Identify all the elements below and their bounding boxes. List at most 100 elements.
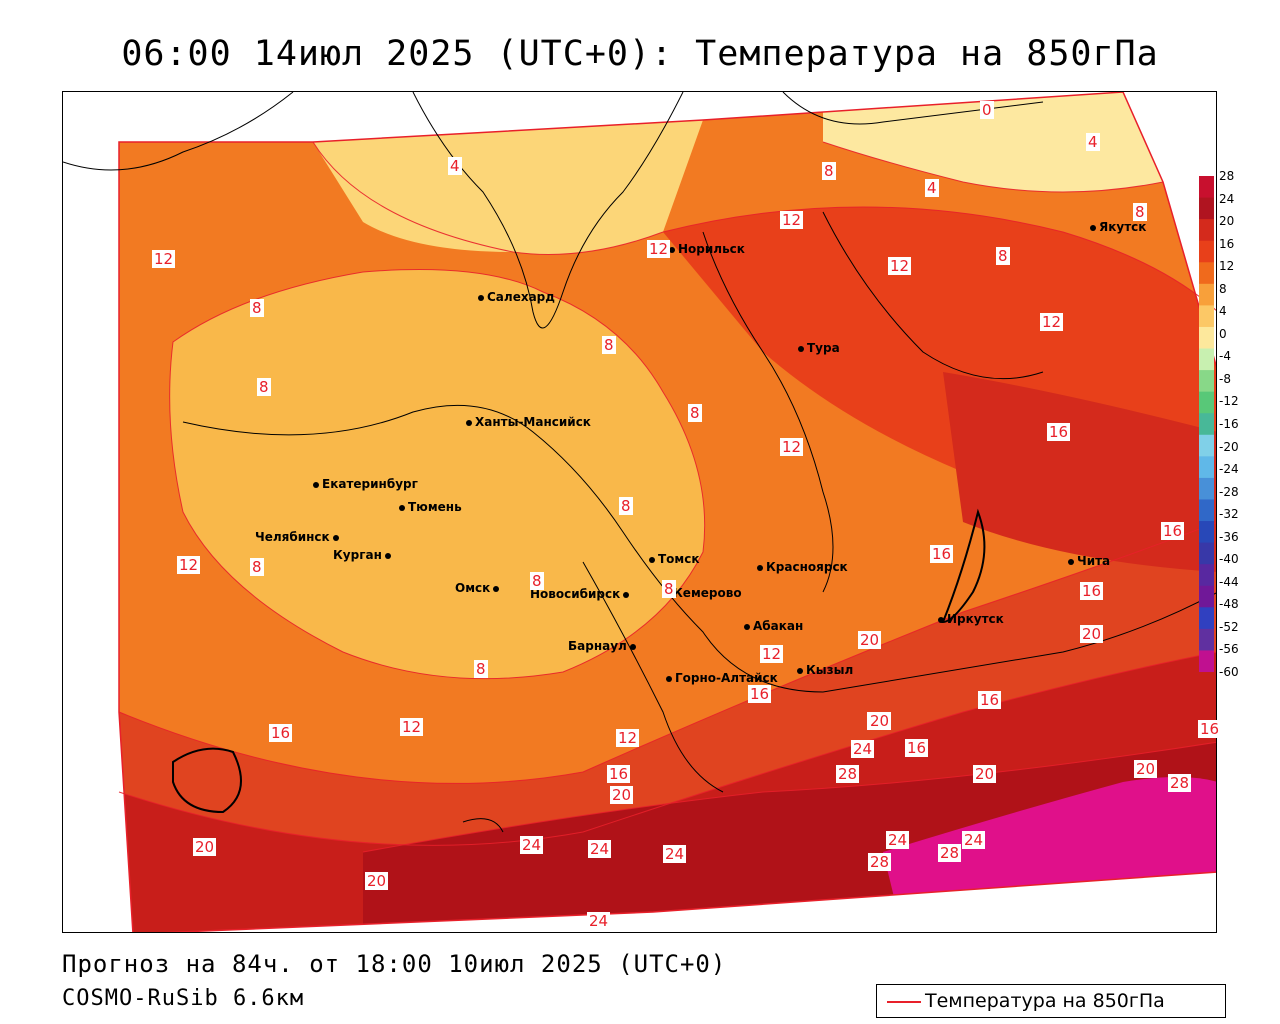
city-norilsk: Норильск	[669, 242, 745, 256]
colorbar-swatch	[1199, 499, 1214, 522]
colorbar-tick-label: 4	[1219, 304, 1227, 319]
contour-label: 20	[365, 872, 389, 890]
temperature-map	[63, 92, 1216, 932]
colorbar-swatch	[1199, 326, 1214, 350]
contour-label: 20	[1080, 625, 1104, 643]
city-dot-icon	[478, 294, 484, 301]
colorbar-tick-label: 28	[1219, 169, 1235, 183]
colorbar-tick-label: -24	[1219, 462, 1239, 477]
colorbar-swatch	[1199, 521, 1214, 544]
contour-label: 24	[962, 831, 986, 849]
contour-label: 4	[1086, 133, 1100, 151]
colorbar-tick-label: -56	[1219, 642, 1239, 657]
colorbar-swatch	[1199, 456, 1214, 479]
city-yakutsk: Якутск	[1090, 220, 1146, 234]
city-chelyabinsk: Челябинск	[255, 530, 342, 544]
colorbar-tick-label: -4	[1219, 349, 1231, 364]
contour-label: 8	[602, 336, 616, 354]
city-krasnoyarsk: Красноярск	[757, 560, 848, 574]
contour-label: 16	[748, 685, 772, 703]
contour-label: 24	[588, 840, 612, 858]
contour-lines	[118, 141, 1216, 853]
contour-label: 24	[520, 836, 544, 854]
colorbar-swatch	[1199, 240, 1214, 263]
contour-label: 8	[530, 572, 544, 590]
colorbar-swatch	[1199, 564, 1214, 587]
contour-label: 24	[886, 831, 910, 849]
colorbar-tick-label: 8	[1219, 281, 1227, 296]
colorbar-tick-label: -52	[1219, 619, 1239, 634]
city-dot-icon	[938, 616, 944, 623]
forecast-info: Прогноз на 84ч. от 18:00 10июл 2025 (UTC…	[62, 950, 727, 978]
city-abakan: Абакан	[744, 619, 803, 633]
city-dot-icon	[666, 675, 672, 682]
contour-label: 28	[868, 853, 892, 871]
city-kurgan: Курган	[333, 548, 394, 562]
colorbar-tick-label: -8	[1219, 371, 1231, 386]
contour-label: 16	[1080, 582, 1104, 600]
colorbar-tick-label: -28	[1219, 484, 1239, 499]
colorbar-tick-label: -44	[1219, 574, 1239, 589]
map-title: 06:00 14июл 2025 (UTC+0): Температура на…	[121, 34, 1159, 74]
contour-label: 12	[177, 556, 201, 574]
contour-label: 8	[257, 378, 271, 396]
colorbar-swatch	[1199, 176, 1214, 199]
colorbar-tick-label: -16	[1219, 417, 1239, 431]
city-kemerovo: Кемерово	[664, 586, 742, 600]
contour-label: 16	[1161, 522, 1185, 540]
contour-label: 24	[663, 845, 687, 863]
colorbar-swatch	[1199, 305, 1214, 328]
contour-label: 24	[587, 912, 611, 930]
contour-label: 12	[647, 240, 671, 258]
colorbar-swatch	[1199, 219, 1214, 242]
contour-label: 4	[448, 157, 462, 175]
colorbar-swatch	[1199, 391, 1214, 414]
city-barnaul: Барнаул	[568, 639, 639, 653]
contour-label: 24	[851, 740, 875, 758]
contour-label: 8	[1133, 203, 1147, 221]
contour-label: 12	[400, 718, 424, 736]
borders	[63, 92, 1216, 833]
colorbar-tick-label: 0	[1219, 326, 1227, 341]
contour-label: 8	[662, 580, 676, 598]
contour-label: 20	[868, 712, 892, 730]
colorbar-swatch	[1199, 197, 1214, 220]
city-dot-icon	[1090, 224, 1096, 231]
contour-label: 20	[1134, 760, 1158, 778]
contour-label: 8	[474, 660, 488, 678]
city-dot-icon	[493, 585, 500, 592]
contour-label: 8	[822, 162, 836, 180]
city-dot-icon	[313, 481, 319, 488]
city-chita: Чита	[1068, 554, 1110, 568]
contour-label: 16	[269, 724, 293, 742]
colorbar-swatch	[1199, 262, 1214, 285]
city-dot-icon	[744, 623, 750, 630]
city-dot-icon	[1068, 558, 1074, 565]
contour-label: 8	[619, 497, 633, 515]
colorbar-swatch	[1199, 413, 1214, 436]
contour-label: 28	[836, 765, 860, 783]
contour-label: 12	[1040, 313, 1064, 331]
contour-label: 16	[930, 545, 954, 563]
map-legend: Температура на 850гПа	[876, 984, 1226, 1018]
contour-label: 12	[780, 438, 804, 456]
contour-label: 20	[973, 765, 997, 783]
map-frame	[62, 91, 1217, 933]
contour-label: 12	[888, 257, 912, 275]
colorbar-tick-label: -40	[1219, 552, 1239, 567]
city-dot-icon	[332, 534, 339, 541]
city-khanty-mansiysk: Ханты-Мансийск	[466, 415, 591, 429]
city-irkutsk: Иркутск	[938, 612, 1004, 626]
domain-outline	[118, 92, 1216, 932]
city-dot-icon	[629, 643, 636, 650]
model-name: COSMO-RuSib 6.6км	[62, 986, 305, 1011]
city-dot-icon	[798, 345, 804, 352]
city-dot-icon	[384, 552, 391, 559]
city-dot-icon	[669, 246, 675, 253]
city-tura: Тура	[798, 341, 840, 355]
city-dot-icon	[399, 504, 405, 511]
city-dot-icon	[623, 591, 630, 598]
city-tomsk: Томск	[649, 552, 700, 566]
colorbar-swatch	[1199, 348, 1214, 371]
contour-label: 8	[688, 404, 702, 422]
